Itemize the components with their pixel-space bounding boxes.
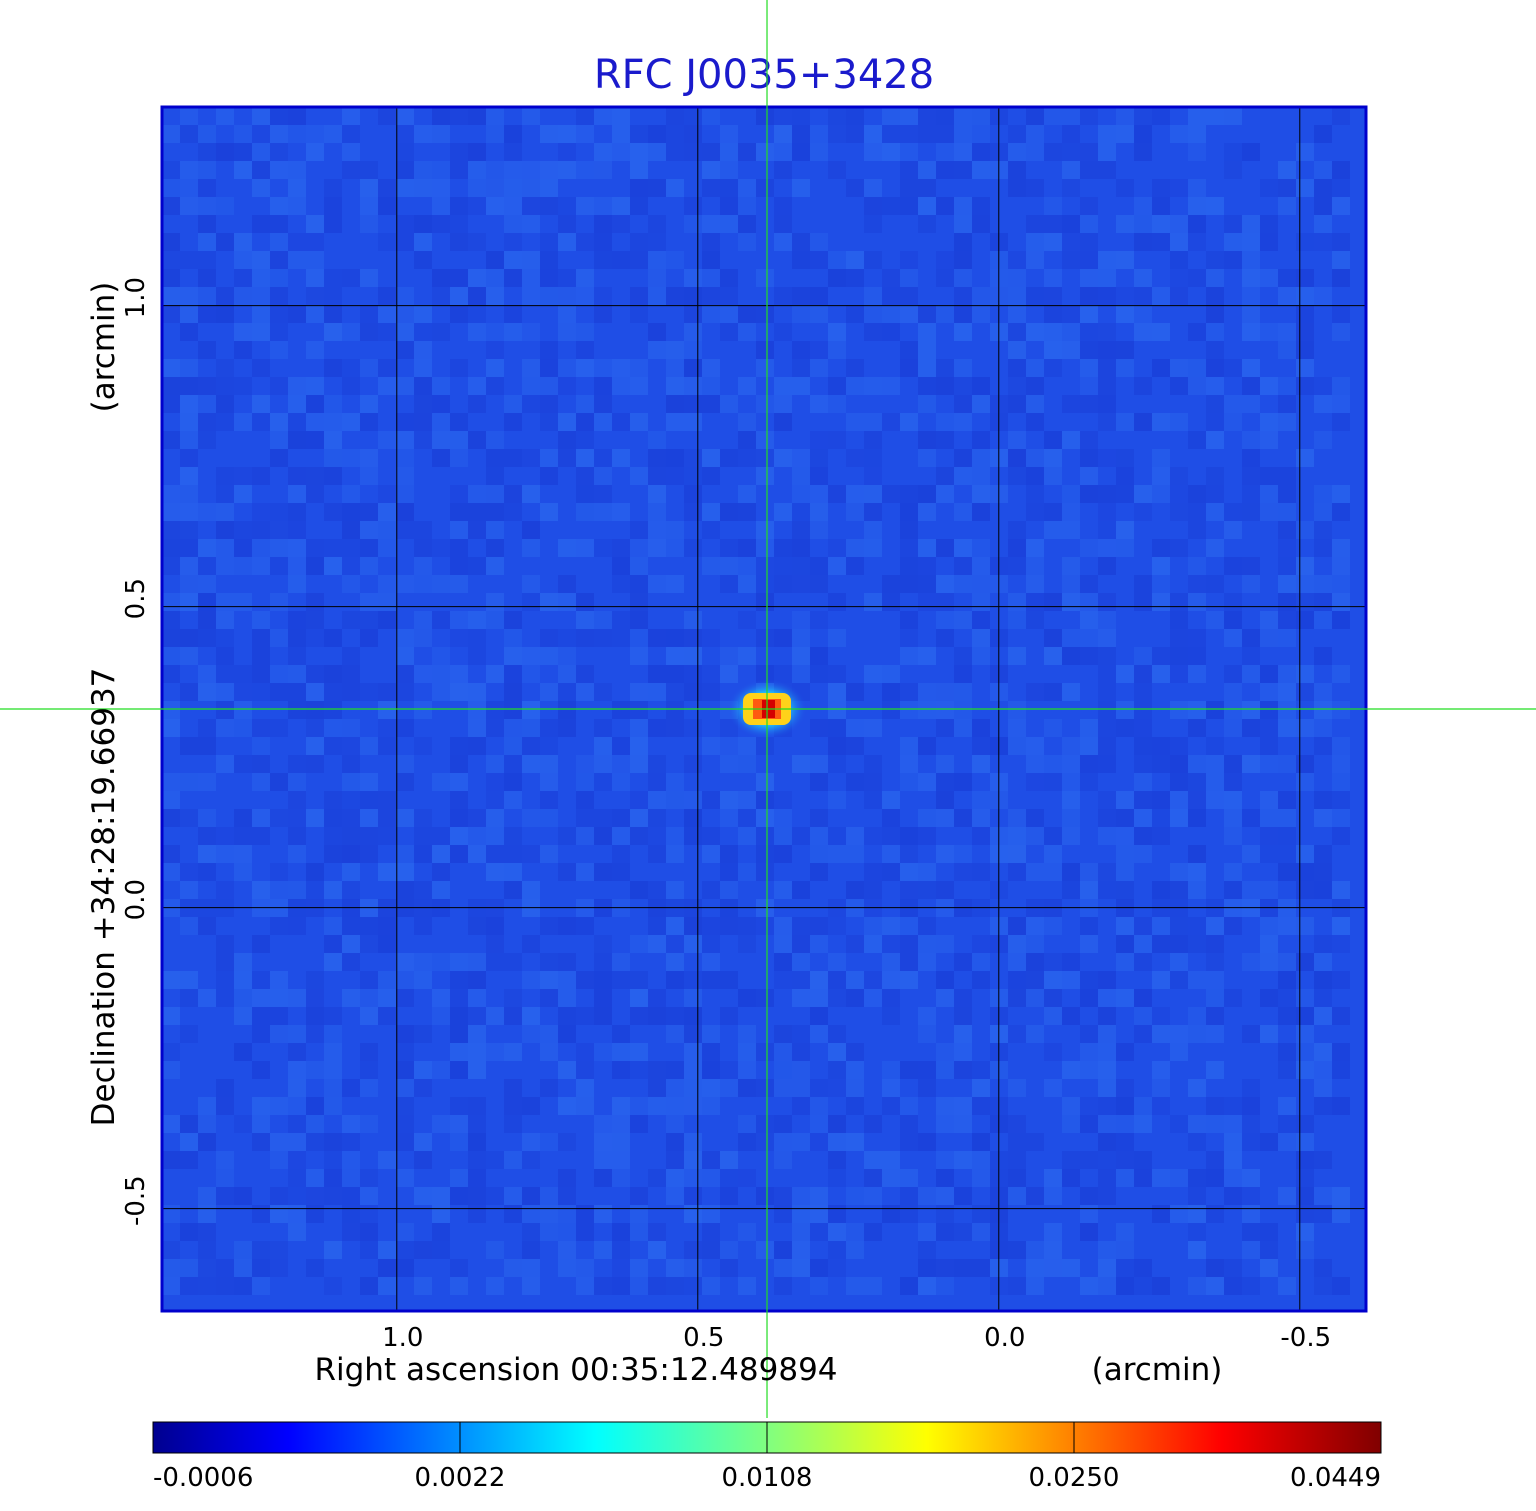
colorbar-tick-label-4: 0.0449 (1290, 1463, 1381, 1493)
y-tick-label-0: 1.0 (121, 277, 151, 318)
y-tick-label-2: 0.0 (121, 879, 151, 920)
x-axis-label: Right ascension 00:35:12.489894 (314, 1352, 837, 1388)
x-tick-label-2: 0.0 (984, 1323, 1025, 1353)
y-tick-label-1: 0.5 (121, 578, 151, 619)
colorbar-tick-labels: -0.0006 0.0022 0.0108 0.0250 0.0449 (153, 1422, 1381, 1493)
x-tick-label-3: -0.5 (1280, 1323, 1331, 1353)
y-axis-label: Declination +34:28:19.66937 (86, 668, 122, 1127)
colorbar-tick-label-0: -0.0006 (153, 1463, 253, 1493)
y-tick-labels: 1.0 0.5 0.0 -0.5 (121, 277, 151, 1226)
colorbar-tick-label-3: 0.0250 (1029, 1463, 1120, 1493)
chart-title: RFC J0035+3428 (594, 52, 934, 98)
noise-texture (162, 107, 1350, 1295)
crosshair (0, 0, 1536, 1418)
y-axis-unit: (arcmin) (86, 282, 122, 413)
y-tick-label-3: -0.5 (121, 1175, 151, 1226)
colorbar-tick-label-2: 0.0108 (722, 1463, 813, 1493)
x-axis-unit: (arcmin) (1092, 1352, 1223, 1388)
colorbar-tick-label-1: 0.0022 (415, 1463, 506, 1493)
x-tick-labels: 1.0 0.5 0.0 -0.5 (382, 1323, 1331, 1353)
x-tick-label-0: 1.0 (382, 1323, 423, 1353)
x-tick-label-1: 0.5 (683, 1323, 724, 1353)
